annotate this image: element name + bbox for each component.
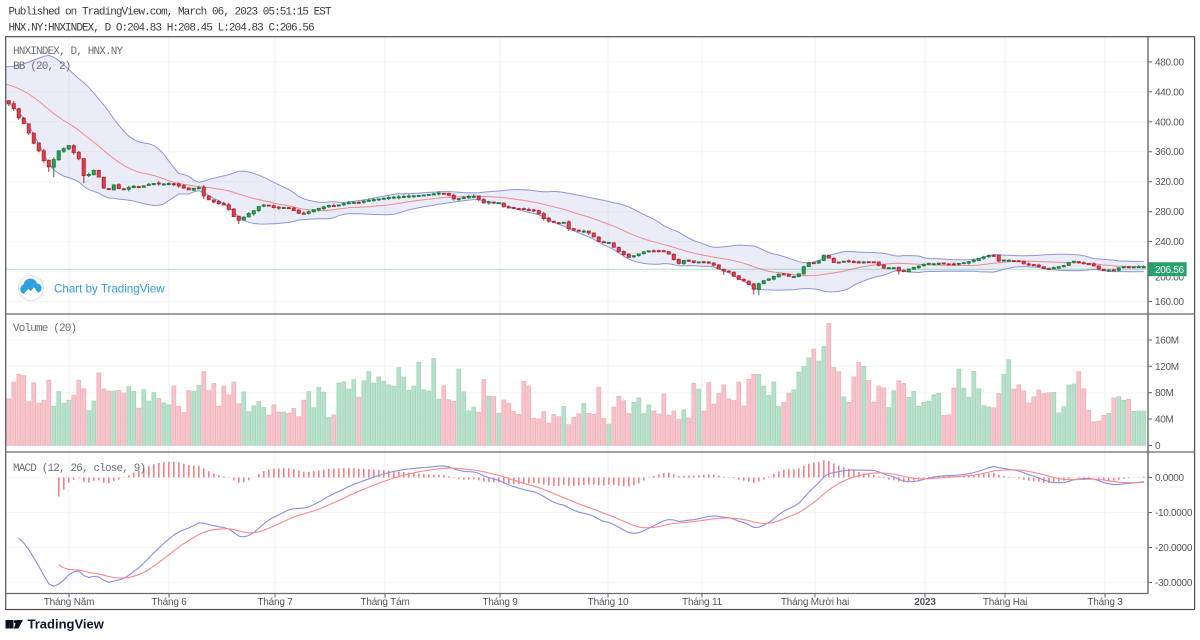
svg-text:Tháng 3: Tháng 3 — [1087, 597, 1123, 608]
svg-text:80M: 80M — [1155, 388, 1174, 399]
svg-text:MACD (12, 26, close, 9): MACD (12, 26, close, 9) — [13, 463, 145, 475]
svg-text:BB (20, 2): BB (20, 2) — [13, 61, 71, 73]
svg-text:360.00: 360.00 — [1155, 147, 1185, 158]
svg-text:Tháng 6: Tháng 6 — [151, 597, 187, 608]
svg-text:HNX.NY:HNXINDEX, D O:204.83 H:: HNX.NY:HNXINDEX, D O:204.83 H:208.45 L:2… — [9, 23, 315, 35]
svg-text:2023: 2023 — [914, 597, 936, 608]
svg-text:160.00: 160.00 — [1155, 297, 1185, 308]
svg-text:206.56: 206.56 — [1155, 265, 1185, 276]
svg-text:Tháng 9: Tháng 9 — [482, 597, 518, 608]
svg-text:320.00: 320.00 — [1155, 177, 1185, 188]
svg-text:160M: 160M — [1155, 336, 1179, 347]
svg-text:TradingView: TradingView — [28, 617, 105, 632]
svg-text:Chart by TradingView: Chart by TradingView — [54, 283, 165, 296]
svg-text:440.00: 440.00 — [1155, 87, 1185, 98]
svg-text:-20.0000: -20.0000 — [1155, 543, 1193, 554]
svg-text:Tháng 10: Tháng 10 — [588, 597, 629, 608]
svg-text:HNXINDEX, D, HNX.NY: HNXINDEX, D, HNX.NY — [13, 46, 124, 58]
svg-text:40M: 40M — [1155, 415, 1174, 426]
svg-text:240.00: 240.00 — [1155, 237, 1185, 248]
svg-text:Tháng 7: Tháng 7 — [257, 597, 293, 608]
svg-text:-30.0000: -30.0000 — [1155, 578, 1193, 589]
svg-text:Tháng Tám: Tháng Tám — [360, 597, 409, 608]
svg-text:-10.0000: -10.0000 — [1155, 508, 1193, 519]
svg-text:Published on TradingView.com,: Published on TradingView.com, March 06, … — [9, 7, 332, 19]
svg-text:280.00: 280.00 — [1155, 207, 1185, 218]
svg-text:Tháng Hai: Tháng Hai — [983, 597, 1027, 608]
svg-text:Tháng Mười hai: Tháng Mười hai — [781, 597, 849, 608]
svg-text:Tháng 11: Tháng 11 — [682, 597, 723, 608]
svg-text:Volume (20): Volume (20) — [13, 323, 76, 335]
svg-text:120M: 120M — [1155, 362, 1179, 373]
svg-text:200.00: 200.00 — [1155, 273, 1185, 284]
svg-text:400.00: 400.00 — [1155, 117, 1185, 128]
svg-text:Tháng Năm: Tháng Năm — [44, 597, 94, 608]
svg-text:0: 0 — [1155, 441, 1161, 452]
svg-text:480.00: 480.00 — [1155, 57, 1185, 68]
svg-text:0.0000: 0.0000 — [1155, 473, 1185, 484]
